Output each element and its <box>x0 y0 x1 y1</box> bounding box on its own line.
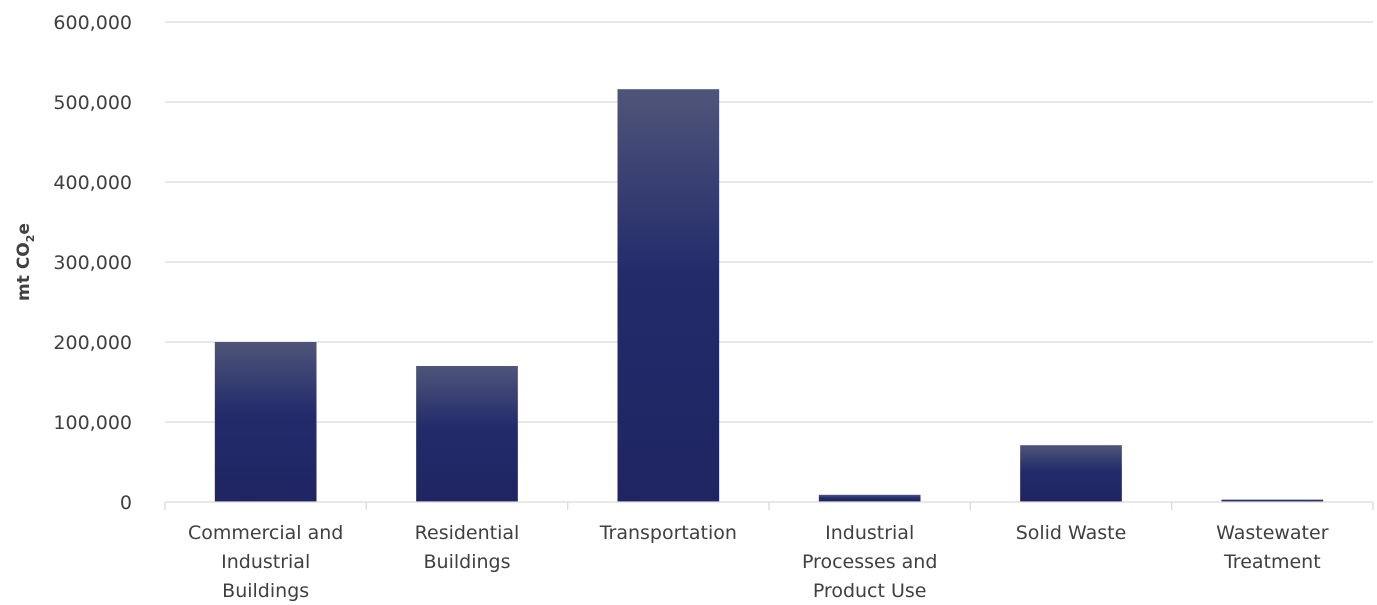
y-axis-title-main: mt CO <box>14 242 34 301</box>
x-category-label: Transportation <box>599 522 737 544</box>
x-axis <box>164 501 1374 510</box>
x-category-label: Commercial and Industrial Buildings <box>188 522 343 602</box>
y-axis-title: mt CO2e <box>14 223 37 301</box>
x-category-label: Wastewater Treatment <box>1216 522 1329 573</box>
bar <box>617 89 720 502</box>
bar <box>818 494 921 502</box>
x-category-label: Solid Waste <box>1016 522 1127 544</box>
bars <box>214 89 1324 502</box>
y-tick-label: 300,000 <box>53 252 132 274</box>
y-tick-label: 400,000 <box>53 172 132 194</box>
y-tick-label: 200,000 <box>53 332 132 354</box>
bar <box>214 342 317 502</box>
y-axis-tick-labels: 0 100,000 200,000 300,000 400,000 500,000 600,… <box>53 12 132 514</box>
bar <box>1020 445 1122 502</box>
x-category-label: Industrial Processes and Product Use <box>802 522 937 602</box>
y-tick-label: 600,000 <box>53 12 132 34</box>
y-tick-label: 100,000 <box>53 412 132 434</box>
gridlines <box>165 21 1373 423</box>
y-axis-title-subscript: 2 <box>24 235 37 243</box>
x-axis-category-labels: Commercial and Industrial Buildings Residen… <box>188 522 1329 602</box>
y-tick-label: 500,000 <box>53 92 132 114</box>
bar <box>416 366 518 502</box>
bar <box>1221 499 1324 502</box>
y-axis-title-tail: e <box>14 223 34 235</box>
y-tick-label: 0 <box>120 492 132 514</box>
x-category-label: Residential Buildings <box>415 522 520 573</box>
